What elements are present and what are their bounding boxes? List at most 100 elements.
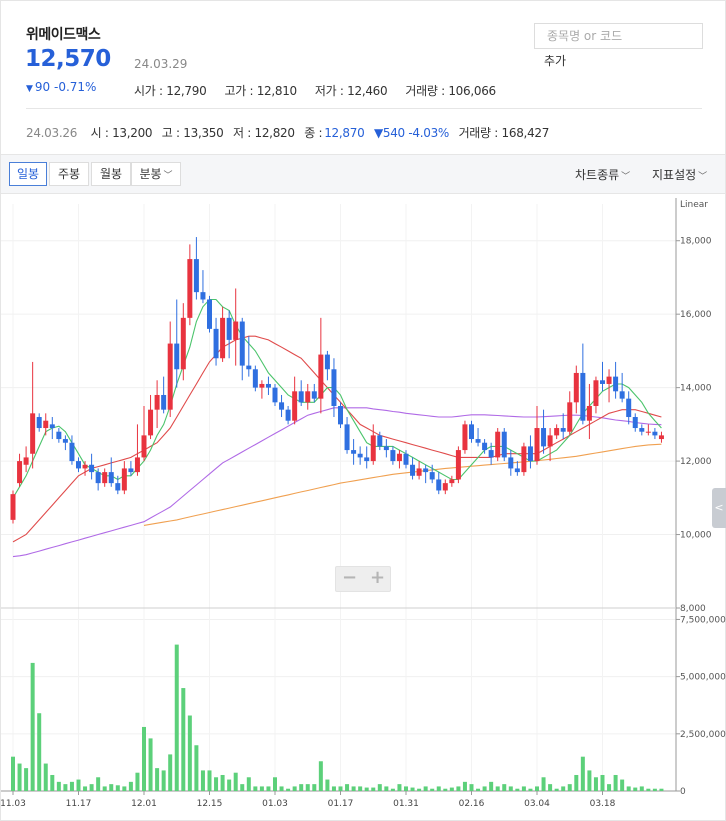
- daily-stats: 시가 : 12,790 고가 : 12,810 저가 : 12,460 거래량 : 1…: [134, 82, 514, 99]
- candle-up: [495, 431, 501, 458]
- candle-up: [82, 464, 88, 469]
- candle-up: [573, 372, 579, 403]
- tab-minute-label: 분봉: [139, 167, 162, 181]
- candle-down: [403, 453, 409, 465]
- x-tick-label: 03.04: [524, 799, 550, 809]
- zoom-out-button[interactable]: −: [341, 567, 358, 588]
- volume-bar: [253, 786, 258, 791]
- candle-down: [213, 328, 219, 359]
- candle-down: [279, 402, 285, 410]
- volume-bar: [633, 787, 638, 791]
- volume-bar: [462, 781, 467, 791]
- ma20-line: [12, 335, 662, 543]
- volume-bar: [17, 763, 22, 791]
- selected-low: 저 : 12,820: [233, 126, 295, 140]
- candle-down: [514, 468, 520, 473]
- tab-weekly[interactable]: 주봉: [49, 162, 89, 186]
- stock-search-input[interactable]: [534, 23, 703, 49]
- add-compare-label[interactable]: 추가: [544, 54, 567, 68]
- candle-up: [416, 468, 422, 476]
- selected-change: ▼540 -4.03%: [373, 126, 450, 140]
- candle-down: [252, 369, 258, 388]
- volume-bar: [384, 786, 389, 791]
- selected-high: 고 : 13,350: [161, 126, 224, 140]
- candle-up: [370, 435, 376, 462]
- x-tick-label: 03.18: [590, 799, 616, 809]
- candle-up: [30, 413, 36, 454]
- price-tick-label: 16,000: [680, 310, 712, 320]
- volume-bar: [410, 787, 415, 791]
- candle-down: [76, 461, 81, 469]
- indicator-settings-menu[interactable]: 지표설정 ﹀: [652, 166, 707, 183]
- down-triangle-icon: ▼: [26, 84, 33, 94]
- price-tick-label: 18,000: [680, 237, 712, 247]
- candle-up: [134, 457, 140, 473]
- candle-up: [17, 461, 23, 484]
- selected-volume: 거래량 : 168,427: [458, 126, 550, 140]
- candle-up: [154, 394, 160, 410]
- candle-up: [462, 424, 468, 451]
- volume-bar: [220, 774, 225, 791]
- candle-down: [200, 292, 206, 300]
- candle-up: [442, 483, 448, 491]
- candle-up: [606, 376, 612, 384]
- volume-bar: [109, 784, 114, 791]
- volume-bar: [639, 786, 644, 791]
- volume-bar: [567, 784, 572, 791]
- zoom-in-button[interactable]: +: [369, 567, 386, 588]
- candle-down: [541, 428, 547, 447]
- candle-down: [108, 472, 114, 484]
- candle-down: [390, 450, 396, 462]
- candle-down: [410, 464, 416, 476]
- volume-bar: [417, 788, 422, 791]
- volume-bar: [115, 785, 120, 791]
- volume-bar: [299, 784, 304, 791]
- volume-bar: [292, 786, 297, 791]
- volume-bar: [122, 786, 127, 791]
- candle-down: [652, 431, 658, 436]
- volume-bar: [148, 738, 153, 791]
- tab-minute[interactable]: 분봉 ﹀: [131, 162, 181, 186]
- volume-bar: [43, 763, 48, 791]
- volume-bar: [181, 688, 186, 791]
- candle-down: [527, 446, 533, 462]
- chart-type-menu[interactable]: 차트종류 ﹀: [575, 166, 630, 183]
- volume-bar: [63, 784, 68, 791]
- candle-down: [632, 417, 638, 429]
- volume-bar: [312, 784, 317, 791]
- candle-down: [351, 450, 357, 454]
- volume-bar: [102, 786, 107, 791]
- volume-bar: [600, 774, 605, 791]
- candle-up: [645, 431, 651, 433]
- volume-bar: [646, 788, 651, 791]
- candle-down: [331, 369, 337, 406]
- volume-bar: [331, 786, 336, 791]
- candle-up: [534, 428, 540, 462]
- stat-high: 고가 : 12,810: [224, 84, 297, 98]
- candle-down: [207, 299, 212, 329]
- zoom-control: − +: [335, 566, 391, 592]
- volume-bar: [207, 770, 212, 791]
- stock-name: 위메이드맥스: [26, 27, 101, 43]
- volume-bar: [528, 788, 533, 791]
- volume-bar: [613, 774, 618, 791]
- volume-bar: [325, 779, 330, 791]
- candle-up: [547, 435, 553, 447]
- candle-up: [449, 479, 455, 484]
- candle-up: [148, 409, 154, 436]
- tab-monthly[interactable]: 월봉: [91, 162, 131, 186]
- tab-daily[interactable]: 일봉: [9, 162, 47, 186]
- candle-down: [338, 406, 343, 425]
- volume-bar: [142, 726, 146, 791]
- side-panel-toggle-icon[interactable]: <: [712, 488, 726, 528]
- volume-bar: [580, 756, 585, 791]
- volume-bar: [279, 786, 284, 791]
- volume-bar: [515, 788, 520, 791]
- candle-up: [305, 391, 311, 403]
- candle-down: [49, 424, 55, 429]
- candle-down: [508, 457, 514, 469]
- candle-down: [436, 479, 442, 491]
- volume-bar: [351, 786, 356, 791]
- candle-down: [429, 472, 435, 480]
